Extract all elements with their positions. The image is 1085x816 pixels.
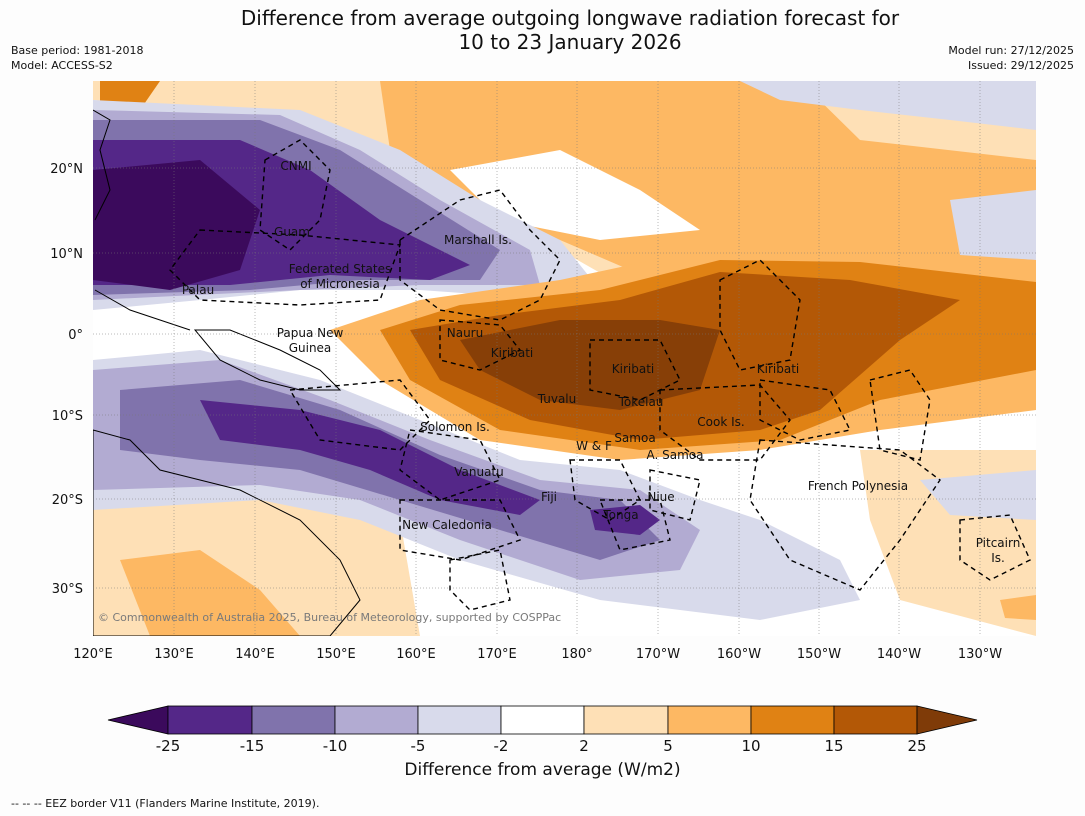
colorbar-tick-label: -5 [411,737,426,755]
region-label: Kiribati [612,362,654,376]
colorbar-tick-label: 15 [824,737,843,755]
region-label: Marshall Is. [444,233,512,247]
colorbar-extend-high [916,705,978,735]
region-label: French Polynesia [808,479,908,493]
meta-left: Base period: 1981-2018 Model: ACCESS-S2 [11,43,143,73]
region-label: New Caledonia [402,518,492,532]
colorbar-tick-label: 10 [741,737,760,755]
region-label: of Micronesia [300,277,380,291]
title-line-2: 10 to 23 January 2026 [458,30,682,54]
graticule [93,81,1036,636]
region-label: Kiribati [757,362,799,376]
colorbar-segment [167,705,253,735]
lon-tick-label: 150°W [797,647,841,662]
colorbar-segment [833,705,918,735]
region-label: Palau [182,283,214,297]
colorbar-segment [667,705,752,735]
eez-footnote: -- -- -- EEZ border V11 (Flanders Marine… [11,797,320,810]
map-title: Difference from average outgoing longwav… [0,6,1085,54]
lat-tick-label: 20°S [52,493,83,508]
region-label: Papua New [277,326,344,340]
region-label: Guam [274,225,310,239]
region-label: CNMI [280,159,311,173]
region-label: W & F [576,439,612,453]
region-label: Federated States [289,262,391,276]
model-run: Model run: 27/12/2025 [948,44,1074,57]
colorbar-title: Difference from average (W/m2) [404,760,681,780]
lat-tick-label: 10°S [52,409,83,424]
region-label: Cook Is. [697,415,744,429]
region-label: Tokelau [618,395,664,409]
colorbar-segment [500,705,585,735]
lon-tick-label: 130°W [958,647,1002,662]
region-label: Solomon Is. [420,420,490,434]
lat-tick-label: 30°S [52,582,83,597]
colorbar-tick-label: -15 [240,737,265,755]
colorbar-tick-label: 2 [579,737,589,755]
colorbar-tick-label: -25 [156,737,181,755]
lon-tick-label: 170°E [477,647,517,662]
lon-tick-label: 170°W [636,647,680,662]
region-label: Kiribati [491,346,533,360]
colorbar: -25 -15 -10 -5 -2 2 5 10 15 25 [107,705,978,755]
title-line-1: Difference from average outgoing longwav… [240,6,900,30]
region-label: Fiji [541,490,557,504]
anomaly-field [93,81,1036,636]
region-label: Niue [647,490,674,504]
region-label: A. Samoa [647,448,704,462]
lon-tick-label: 150°E [316,647,356,662]
lon-tick-label: 180° [561,647,592,662]
colorbar-segment [334,705,419,735]
region-label: Samoa [614,431,655,445]
colorbar-segment [750,705,835,735]
axis-labels: 120°E 130°E 140°E 150°E 160°E 170°E 180° 170°W 1… [50,162,1002,662]
colorbar-tick-label: 25 [907,737,926,755]
issued-date: Issued: 29/12/2025 [967,59,1074,72]
meta-right: Model run: 27/12/2025 Issued: 29/12/2025 [948,43,1074,73]
colorbar-segment [251,705,336,735]
copyright-text: © Commonwealth of Australia 2025, Bureau… [98,611,561,624]
lon-tick-label: 130°E [154,647,194,662]
region-label: Pitcairn [976,536,1021,550]
colorbar-extend-low [107,705,169,735]
eez-borders [169,139,1031,611]
region-label: Tuvalu [537,392,577,406]
region-label: Vanuatu [454,465,504,479]
colorbar-tick-label: -2 [494,737,509,755]
model-name: Model: ACCESS-S2 [11,59,113,72]
colorbar-segment [583,705,669,735]
lon-tick-label: 120°E [73,647,113,662]
base-period: Base period: 1981-2018 [11,44,144,57]
region-label: Tonga [602,508,638,522]
lat-tick-label: 10°N [50,247,83,262]
colorbar-segment [417,705,502,735]
lat-tick-label: 0° [68,328,83,343]
region-label: Is. [991,551,1005,565]
region-label: Nauru [447,326,483,340]
lat-tick-label: 20°N [50,162,83,177]
lon-tick-label: 140°E [235,647,275,662]
lon-tick-label: 140°W [877,647,921,662]
colorbar-tick-label: -10 [323,737,348,755]
region-label: Guinea [289,341,332,355]
colorbar-tick-label: 5 [663,737,673,755]
lon-tick-label: 160°E [396,647,436,662]
lon-tick-label: 160°W [717,647,761,662]
